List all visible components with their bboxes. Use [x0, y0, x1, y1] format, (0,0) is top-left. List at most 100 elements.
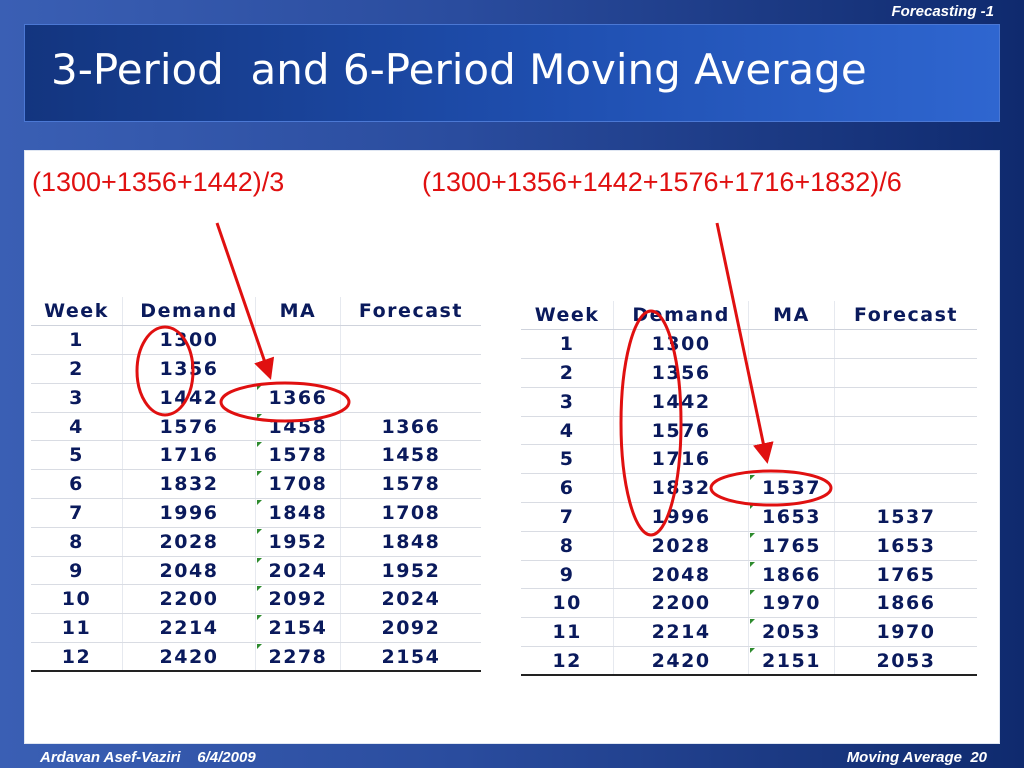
- cell-forecast: 1765: [833, 560, 977, 590]
- cell-week: 10: [521, 588, 614, 619]
- cell-forecast: 1708: [339, 498, 481, 528]
- column-header-ma: MA: [255, 297, 341, 327]
- cell-ma: 2053: [748, 617, 835, 648]
- arrow-3-period: [215, 222, 275, 380]
- cell-demand: 2048: [613, 560, 749, 590]
- cell-forecast: [339, 325, 481, 356]
- cell-forecast: 2154: [339, 642, 481, 673]
- table-row: 7 1996 1653 1537: [521, 502, 977, 532]
- cell-demand: 1300: [613, 329, 749, 360]
- cell-forecast: 2092: [339, 613, 481, 644]
- cell-ma: 1866: [748, 560, 835, 590]
- cell-forecast: 1952: [339, 556, 481, 586]
- table-row: 12 2420 2278 2154: [31, 642, 481, 673]
- cell-ma: 1578: [255, 440, 341, 471]
- cell-week: 5: [31, 440, 123, 471]
- footer-date: 6/4/2009: [197, 749, 256, 766]
- cell-forecast: 2053: [833, 646, 977, 677]
- slide-content: (1300+1356+1442)/3 (1300+1356+1442+1576+…: [24, 150, 1000, 744]
- cell-demand: 2420: [613, 646, 749, 677]
- cell-week: 5: [521, 444, 614, 475]
- cell-week: 4: [521, 416, 614, 446]
- column-header-week: Week: [521, 301, 614, 331]
- cell-week: 4: [31, 412, 123, 442]
- cell-forecast: [833, 416, 977, 446]
- cell-demand: 2028: [122, 527, 256, 557]
- cell-forecast: 1366: [339, 412, 481, 442]
- demand-3-highlight-ellipse: [135, 325, 195, 417]
- cell-demand: 1356: [122, 354, 256, 384]
- cell-week: 3: [31, 383, 123, 413]
- cell-forecast: [833, 387, 977, 417]
- cell-demand: 1576: [122, 412, 256, 442]
- title-bar: 3-Period and 6-Period Moving Average: [24, 24, 1000, 122]
- ma-3-highlight-ellipse: [219, 381, 351, 423]
- top-section-label: Forecasting -1: [891, 3, 994, 20]
- demand-6-highlight-ellipse: [619, 309, 683, 537]
- arrow-6-period: [715, 222, 774, 464]
- cell-week: 12: [31, 642, 123, 673]
- table-3-period: Week Demand MA Forecast 1 1300 2 1356 3 1442 1…: [31, 297, 481, 673]
- cell-week: 7: [521, 502, 614, 532]
- cell-week: 8: [31, 527, 123, 557]
- cell-ma: 2154: [255, 613, 341, 644]
- cell-ma: 1970: [748, 588, 835, 619]
- cell-ma: 2024: [255, 556, 341, 586]
- cell-demand: 1996: [122, 498, 256, 528]
- cell-ma: 2151: [748, 646, 835, 677]
- column-header-demand: Demand: [122, 297, 256, 327]
- cell-week: 2: [521, 358, 614, 388]
- cell-demand: 2214: [613, 617, 749, 648]
- cell-forecast: [339, 383, 481, 413]
- cell-ma: 1708: [255, 469, 341, 500]
- cell-demand: 2420: [122, 642, 256, 673]
- cell-forecast: 1848: [339, 527, 481, 557]
- cell-forecast: 1653: [833, 531, 977, 561]
- cell-forecast: [833, 444, 977, 475]
- cell-forecast: [833, 329, 977, 360]
- cell-week: 11: [521, 617, 614, 648]
- table-row: 9 2048 1866 1765: [521, 560, 977, 590]
- cell-forecast: 1537: [833, 502, 977, 532]
- table-row: 10 2200 1970 1866: [521, 588, 977, 619]
- cell-week: 12: [521, 646, 614, 677]
- cell-week: 6: [31, 469, 123, 500]
- column-header-forecast: Forecast: [339, 297, 481, 327]
- cell-forecast: 1458: [339, 440, 481, 471]
- ma-6-highlight-ellipse: [709, 469, 833, 507]
- cell-demand: 2200: [613, 588, 749, 619]
- formula-6-period: (1300+1356+1442+1576+1716+1832)/6: [422, 167, 902, 197]
- footer-author-date: Ardavan Asef-Vaziri 6/4/2009: [40, 749, 256, 766]
- cell-forecast: 2024: [339, 584, 481, 615]
- cell-demand: 1356: [613, 358, 749, 388]
- cell-ma: [748, 329, 835, 360]
- footer-author: Ardavan Asef-Vaziri: [40, 749, 181, 766]
- column-header-forecast: Forecast: [833, 301, 977, 331]
- cell-demand: 2048: [122, 556, 256, 586]
- table-row: 6 1832 1708 1578: [31, 469, 481, 500]
- cell-week: 10: [31, 584, 123, 615]
- cell-forecast: [339, 354, 481, 384]
- cell-week: 6: [521, 473, 614, 504]
- page-number: 20: [970, 749, 987, 766]
- cell-week: 7: [31, 498, 123, 528]
- footer-section: Moving Average: [846, 749, 962, 766]
- cell-week: 9: [521, 560, 614, 590]
- cell-week: 9: [31, 556, 123, 586]
- cell-ma: 1653: [748, 502, 835, 532]
- cell-demand: 2028: [613, 531, 749, 561]
- formula-3-period: (1300+1356+1442)/3: [32, 167, 285, 197]
- cell-week: 1: [31, 325, 123, 356]
- table-row: 11 2214 2053 1970: [521, 617, 977, 648]
- cell-forecast: 1866: [833, 588, 977, 619]
- table-row: 7 1996 1848 1708: [31, 498, 481, 528]
- column-header-week: Week: [31, 297, 123, 327]
- table-row: 3 1442 1366: [31, 383, 481, 413]
- table-row: 5 1716 1578 1458: [31, 440, 481, 471]
- column-header-ma: MA: [748, 301, 835, 331]
- table-row: 2 1356: [521, 358, 977, 388]
- cell-ma: [748, 387, 835, 417]
- cell-ma: 1952: [255, 527, 341, 557]
- table-row: 8 2028 1765 1653: [521, 531, 977, 561]
- table-row: 11 2214 2154 2092: [31, 613, 481, 644]
